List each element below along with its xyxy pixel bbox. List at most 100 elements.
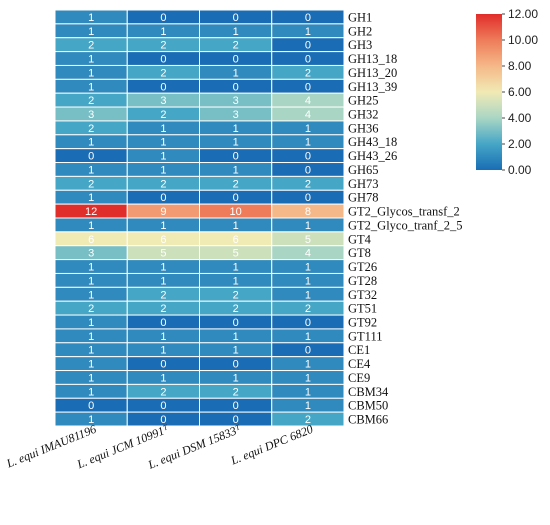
row-label: CBM66 <box>348 413 388 427</box>
cell-value-label: 2 <box>305 67 311 79</box>
cell-value-label: 2 <box>160 289 166 301</box>
cell-value-label: 5 <box>305 234 311 246</box>
cell-value-label: 1 <box>233 164 239 176</box>
cell-value-label: 1 <box>233 331 239 343</box>
cell-value-label: 1 <box>88 345 94 357</box>
cell-value-label: 2 <box>305 303 311 315</box>
cell-value-label: 0 <box>305 151 311 163</box>
cell-value-label: 0 <box>233 54 239 66</box>
cell-value-label: 2 <box>233 289 239 301</box>
colorbar-tick-label: 6.00 <box>508 85 532 99</box>
cell-value-label: 1 <box>88 192 94 204</box>
row-label: GT111 <box>348 329 383 343</box>
row-label: GH3 <box>348 38 372 52</box>
cell-value-label: 1 <box>160 26 166 38</box>
cell-value-label: 2 <box>88 40 94 52</box>
cell-value-label: 2 <box>160 109 166 121</box>
cell-value-label: 1 <box>305 220 311 232</box>
column-label: L. equi DPC 6820 <box>228 422 315 468</box>
cell-value-label: 0 <box>233 414 239 426</box>
cell-value-label: 1 <box>305 123 311 135</box>
cell-value-label: 1 <box>88 12 94 24</box>
cell-value-label: 1 <box>160 275 166 287</box>
cell-value-label: 1 <box>88 164 94 176</box>
cell-value-label: 1 <box>305 359 311 371</box>
cell-value-label: 0 <box>160 359 166 371</box>
cell-value-label: 1 <box>88 81 94 93</box>
row-label: GT92 <box>348 316 377 330</box>
cell-value-label: 1 <box>305 262 311 274</box>
cell-value-label: 0 <box>160 317 166 329</box>
cell-value-label: 2 <box>233 40 239 52</box>
cell-value-label: 0 <box>233 151 239 163</box>
cell-value-label: 6 <box>233 234 239 246</box>
cell-value-label: 0 <box>88 151 94 163</box>
cell-value-label: 4 <box>305 95 311 107</box>
row-label: GT4 <box>348 232 372 246</box>
cell-value-label: 2 <box>160 303 166 315</box>
row-label: CBM34 <box>348 385 389 399</box>
colorbar-tick-label: 4.00 <box>508 111 532 125</box>
cell-value-label: 2 <box>160 40 166 52</box>
row-label: GH73 <box>348 177 379 191</box>
cell-value-label: 2 <box>88 95 94 107</box>
cell-value-label: 12 <box>85 206 97 218</box>
row-label: GT2_Glyco_tranf_2_5 <box>348 218 463 232</box>
heatmap-cells: 1 0 0 01 1 1 12 2 2 01 0 0 01 2 1 21 0 0 02 3 3 43 2 3 42 1 1 11 1 1 1… <box>54 9 345 427</box>
cell-value-label: 0 <box>305 345 311 357</box>
colorbar-tick-label: 10.00 <box>508 33 538 47</box>
cell-value-label: 1 <box>233 67 239 79</box>
cell-value-label: 1 <box>160 220 166 232</box>
cell-value-label: 1 <box>88 289 94 301</box>
cell-value-label: 1 <box>88 137 94 149</box>
cell-value-label: 3 <box>233 95 239 107</box>
cell-value-label: 1 <box>160 164 166 176</box>
cell-value-label: 2 <box>233 303 239 315</box>
row-label: GH43_26 <box>348 149 397 163</box>
cell-value-label: 5 <box>160 248 166 260</box>
row-label: CE9 <box>348 371 370 385</box>
row-label: GH32 <box>348 108 379 122</box>
cell-value-label: 0 <box>305 12 311 24</box>
cell-value-label: 0 <box>233 317 239 329</box>
cell-value-label: 1 <box>160 331 166 343</box>
cell-value-label: 0 <box>305 40 311 52</box>
row-label: CE1 <box>348 343 370 357</box>
cell-value-label: 1 <box>305 275 311 287</box>
cell-value-label: 1 <box>233 137 239 149</box>
cell-value-label: 2 <box>160 386 166 398</box>
cell-value-label: 1 <box>305 137 311 149</box>
row-label: GH65 <box>348 163 379 177</box>
cell-value-label: 2 <box>233 386 239 398</box>
row-label: GH1 <box>348 10 372 24</box>
cell-value-label: 2 <box>233 178 239 190</box>
cell-value-label: 6 <box>88 234 94 246</box>
row-label: GT32 <box>348 288 377 302</box>
cell-value-label: 0 <box>160 414 166 426</box>
cell-value-label: 0 <box>305 81 311 93</box>
cell-value-label: 1 <box>305 372 311 384</box>
cell-value-label: 1 <box>233 262 239 274</box>
cell-value-label: 1 <box>305 400 311 412</box>
cell-value-label: 2 <box>305 178 311 190</box>
cell-value-label: 8 <box>305 206 311 218</box>
cell-value-label: 10 <box>230 206 242 218</box>
row-label: GT2_Glycos_transf_2 <box>348 205 460 219</box>
cell-value-label: 0 <box>233 359 239 371</box>
row-label: GT8 <box>348 246 371 260</box>
cell-value-label: 1 <box>160 123 166 135</box>
row-label: GH13_20 <box>348 66 397 80</box>
cell-value-label: 9 <box>160 206 166 218</box>
cell-value-label: 1 <box>88 359 94 371</box>
cell-value-label: 0 <box>160 12 166 24</box>
row-label: GT26 <box>348 260 377 274</box>
cell-value-label: 2 <box>88 178 94 190</box>
row-label: GH13_39 <box>348 80 397 94</box>
cell-value-label: 1 <box>88 372 94 384</box>
cell-value-label: 3 <box>233 109 239 121</box>
cell-value-label: 1 <box>160 262 166 274</box>
colorbar-tick-label: 0.00 <box>508 163 532 177</box>
cell-value-label: 1 <box>233 275 239 287</box>
row-label: GH2 <box>348 24 372 38</box>
